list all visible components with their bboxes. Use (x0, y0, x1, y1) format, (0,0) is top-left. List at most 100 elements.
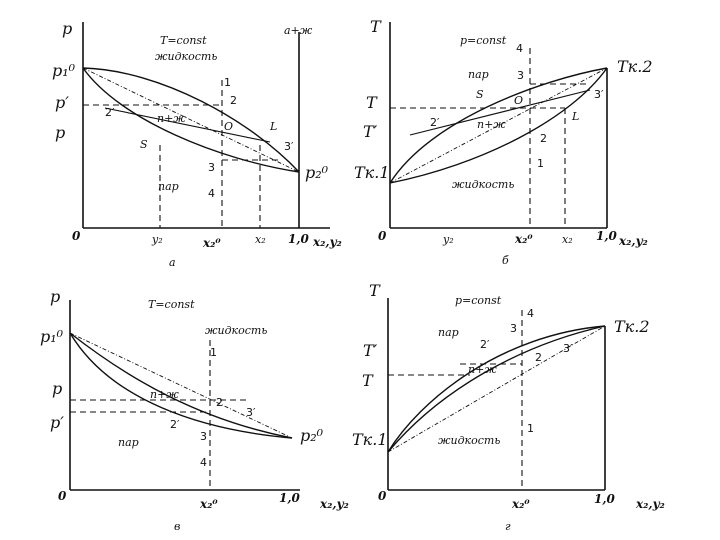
diagram-b-Tk2: Tк.2 (617, 57, 653, 76)
diagram-d: T p=const пар п+ж жидкость T′ T Tк.2 Tк.… (352, 281, 665, 533)
diagram-b-caption: б (502, 254, 509, 267)
diagram-b-point-L: L (571, 110, 579, 123)
diagram-d-point-3: 3 (510, 322, 517, 335)
diagram-c-p-prime: p′ (50, 413, 64, 432)
diagram-d-Tk1: Tк.1 (352, 430, 388, 449)
diagram-b-y-axis-label: T (370, 17, 382, 36)
diagram-d-point-3p: 3′ (563, 342, 573, 355)
diagram-b-condition: p=const (460, 34, 507, 47)
diagram-a-vapor: пар (158, 180, 179, 193)
diagram-c-point-2p: 2′ (170, 418, 180, 431)
diagram-a-SL-line (104, 107, 271, 143)
diagram-a-vapor-curve (82, 67, 300, 173)
diagram-a-caption: а (169, 256, 176, 269)
diagram-d-point-4: 4 (527, 307, 534, 320)
diagram-a-point-3p: 3′ (284, 140, 294, 153)
diagram-c-x-axis-label: x₂,y₂ (319, 497, 349, 511)
diagram-d-tie-diagonal (387, 325, 606, 453)
diagram-c-caption: в (174, 520, 180, 533)
diagram-d-two-phase: п+ж (468, 363, 497, 376)
diagram-a-origin: 0 (72, 229, 81, 243)
diagram-a-corner-label: a+ж (284, 24, 313, 37)
diagram-c-lower-curve (69, 332, 293, 439)
diagram-d-one: 1,0 (594, 492, 616, 506)
diagram-d-vapor-curve (387, 325, 606, 453)
diagram-a-point-L: L (269, 120, 277, 133)
diagram-c-condition: T=const (148, 298, 195, 311)
diagram-b-point-3p: 3′ (594, 88, 604, 101)
diagram-a-point-O: O (224, 120, 233, 133)
diagram-a-p1: p₁⁰ (52, 61, 76, 80)
diagram-a-liquid-curve (82, 67, 300, 173)
diagram-a-point-1: 1 (224, 76, 231, 89)
diagram-b-one: 1,0 (596, 229, 618, 243)
diagram-a-x0: x₂⁰ (202, 236, 221, 250)
diagram-b-point-2p: 2′ (430, 116, 440, 129)
diagram-c-liquid: жидкость (205, 324, 267, 337)
diagram-a-x-axis-label: x₂,y₂ (312, 235, 342, 249)
diagram-b-point-O: O (514, 94, 523, 107)
diagram-a: p T=const жидкость a+ж p₁⁰ p′ p п+ж пар … (52, 19, 342, 269)
diagram-d-point-2: 2 (535, 351, 542, 364)
diagram-b-point-2: 2 (540, 132, 547, 145)
diagram-c: p T=const жидкость 1 p₁⁰ p p′ п+ж 2 2′ 3… (40, 287, 349, 533)
diagram-a-p2: p₂⁰ (305, 163, 329, 182)
diagram-a-p-prime: p′ (55, 93, 69, 112)
diagram-c-upper-curve (69, 332, 293, 439)
diagram-a-condition: T=const (160, 34, 207, 47)
diagram-b-vapor: пар (468, 68, 489, 81)
diagram-c-point-3p: 3′ (246, 406, 256, 419)
diagram-c-x0: x₂⁰ (199, 497, 218, 511)
diagram-c-point-4: 4 (200, 456, 207, 469)
diagram-a-y-axis-label: p (62, 19, 72, 38)
diagram-b-Tk1: Tк.1 (354, 163, 390, 182)
diagram-d-x-axis-label: x₂,y₂ (635, 497, 665, 511)
diagram-b-vapor-curve (389, 67, 608, 184)
diagram-b-point-1: 1 (537, 157, 544, 170)
diagram-c-two-phase: п+ж (150, 388, 179, 401)
diagram-c-point-3: 3 (200, 430, 207, 443)
diagram-b-SL-line (409, 89, 591, 136)
diagram-b-origin: 0 (378, 229, 387, 243)
diagram-a-point-3: 3 (208, 161, 215, 174)
diagram-d-liquid: жидкость (438, 434, 500, 447)
diagram-d-point-2p: 2′ (480, 338, 490, 351)
diagram-c-vapor: пар (118, 436, 139, 449)
diagram-c-point-2: 2 (216, 396, 223, 409)
diagram-d-Tk2: Tк.2 (614, 317, 650, 336)
diagram-c-y-axis-label: p (50, 287, 60, 306)
diagram-c-origin: 0 (58, 489, 67, 503)
diagram-a-two-phase: п+ж (157, 112, 186, 125)
diagram-b-point-S: S (476, 88, 484, 101)
diagram-b: T p=const пар п+ж жидкость T T′ Tк.2 Tк.… (354, 17, 653, 267)
diagram-a-one: 1,0 (288, 232, 310, 246)
diagram-d-origin: 0 (378, 489, 387, 503)
diagram-b-y2: y₂ (442, 233, 454, 246)
diagram-d-point-1: 1 (527, 422, 534, 435)
diagram-d-liquid-curve (387, 325, 606, 453)
diagram-d-T-prime: T′ (363, 341, 378, 360)
diagram-a-point-2: 2 (230, 94, 237, 107)
diagram-b-T: T (366, 93, 378, 112)
diagram-c-one: 1,0 (279, 491, 301, 505)
diagram-a-point-S: S (140, 138, 148, 151)
diagram-c-tie-diagonal (69, 332, 293, 439)
diagram-d-vapor: пар (438, 326, 459, 339)
diagram-a-liquid-label: жидкость (155, 50, 217, 63)
diagram-a-p: p (55, 123, 65, 142)
diagram-c-p2: p₂⁰ (300, 426, 324, 445)
diagram-d-y-axis-label: T (369, 281, 381, 300)
diagram-c-p: p (52, 379, 62, 398)
diagram-b-two-phase: п+ж (477, 118, 506, 131)
diagram-d-x0: x₂⁰ (511, 497, 530, 511)
diagram-c-p1: p₁⁰ (40, 327, 64, 346)
diagram-d-condition: p=const (455, 294, 502, 307)
diagram-a-tie-diagonal (82, 67, 300, 173)
diagram-a-point-4: 4 (208, 187, 215, 200)
diagram-b-liquid-curve (389, 67, 608, 184)
diagram-b-T-prime: T′ (363, 122, 378, 141)
diagram-a-x2: x₂ (255, 233, 266, 246)
diagram-a-point-2p: 2′ (105, 106, 115, 119)
